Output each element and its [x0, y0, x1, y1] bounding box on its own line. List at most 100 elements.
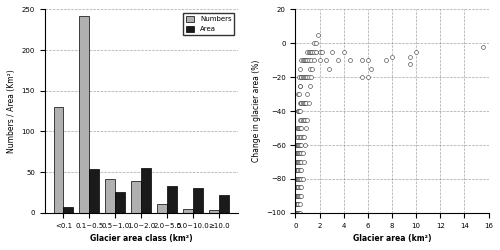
- Point: [296, 177, 304, 181]
- Point: [292, 202, 300, 206]
- Bar: [142, 168, 151, 213]
- Point: [412, 50, 420, 54]
- Point: [294, 152, 302, 156]
- Bar: [168, 186, 177, 213]
- Point: [312, 41, 320, 45]
- Point: [292, 211, 300, 215]
- Point: [300, 118, 308, 122]
- Point: [293, 194, 301, 198]
- Point: [294, 152, 302, 156]
- Point: [295, 177, 303, 181]
- Point: [294, 177, 302, 181]
- Point: [300, 101, 308, 105]
- Point: [307, 75, 315, 79]
- Bar: [219, 195, 229, 213]
- Point: [294, 194, 302, 198]
- Bar: [64, 207, 73, 213]
- Point: [292, 177, 300, 181]
- Point: [310, 50, 318, 54]
- Point: [298, 101, 306, 105]
- Point: [312, 50, 320, 54]
- Point: [296, 160, 304, 164]
- Point: [293, 126, 301, 130]
- Point: [301, 143, 309, 147]
- Point: [368, 67, 376, 71]
- Point: [292, 194, 300, 198]
- Point: [292, 168, 300, 172]
- Point: [296, 168, 304, 172]
- Point: [294, 177, 302, 181]
- Point: [302, 101, 310, 105]
- Point: [294, 160, 302, 164]
- Point: [364, 75, 372, 79]
- Point: [297, 194, 305, 198]
- Point: [298, 75, 306, 79]
- Point: [340, 50, 347, 54]
- Point: [297, 126, 305, 130]
- Point: [296, 134, 304, 138]
- Bar: [106, 180, 116, 213]
- Point: [292, 185, 300, 189]
- Point: [295, 160, 303, 164]
- Point: [294, 185, 302, 189]
- Point: [302, 126, 310, 130]
- Point: [294, 202, 302, 206]
- Point: [306, 84, 314, 88]
- Point: [292, 168, 300, 172]
- Point: [304, 92, 312, 96]
- Bar: [184, 209, 193, 213]
- Point: [310, 58, 318, 62]
- Point: [300, 75, 308, 79]
- Point: [293, 202, 301, 206]
- Point: [322, 58, 330, 62]
- Legend: Numbers, Area: Numbers, Area: [184, 13, 234, 35]
- Point: [292, 143, 300, 147]
- Point: [294, 211, 302, 215]
- Bar: [80, 16, 90, 213]
- Point: [295, 211, 303, 215]
- Point: [297, 160, 305, 164]
- Point: [297, 75, 305, 79]
- Point: [307, 58, 315, 62]
- Point: [298, 177, 306, 181]
- Point: [297, 177, 305, 181]
- Point: [292, 211, 300, 215]
- Point: [382, 58, 390, 62]
- Point: [294, 194, 302, 198]
- Point: [316, 50, 324, 54]
- Point: [298, 152, 306, 156]
- Point: [293, 143, 301, 147]
- Point: [294, 168, 302, 172]
- Point: [304, 118, 312, 122]
- Point: [292, 134, 300, 138]
- Bar: [54, 107, 64, 213]
- Point: [301, 101, 309, 105]
- X-axis label: Glacier area (km²): Glacier area (km²): [352, 234, 431, 243]
- Point: [292, 211, 300, 215]
- Point: [302, 58, 310, 62]
- Bar: [210, 210, 219, 213]
- Point: [328, 50, 336, 54]
- Point: [292, 211, 300, 215]
- Point: [295, 109, 303, 113]
- Point: [293, 160, 301, 164]
- Bar: [193, 188, 203, 213]
- Point: [296, 101, 304, 105]
- Point: [298, 134, 306, 138]
- Point: [294, 126, 302, 130]
- Point: [294, 109, 302, 113]
- Point: [325, 67, 333, 71]
- Point: [292, 194, 300, 198]
- Point: [298, 101, 306, 105]
- Point: [298, 58, 306, 62]
- Point: [334, 58, 342, 62]
- Point: [293, 211, 301, 215]
- Point: [304, 50, 312, 54]
- Point: [292, 185, 300, 189]
- Point: [293, 202, 301, 206]
- Point: [314, 33, 322, 37]
- Point: [296, 126, 304, 130]
- Point: [304, 101, 312, 105]
- Point: [316, 58, 324, 62]
- Point: [294, 168, 302, 172]
